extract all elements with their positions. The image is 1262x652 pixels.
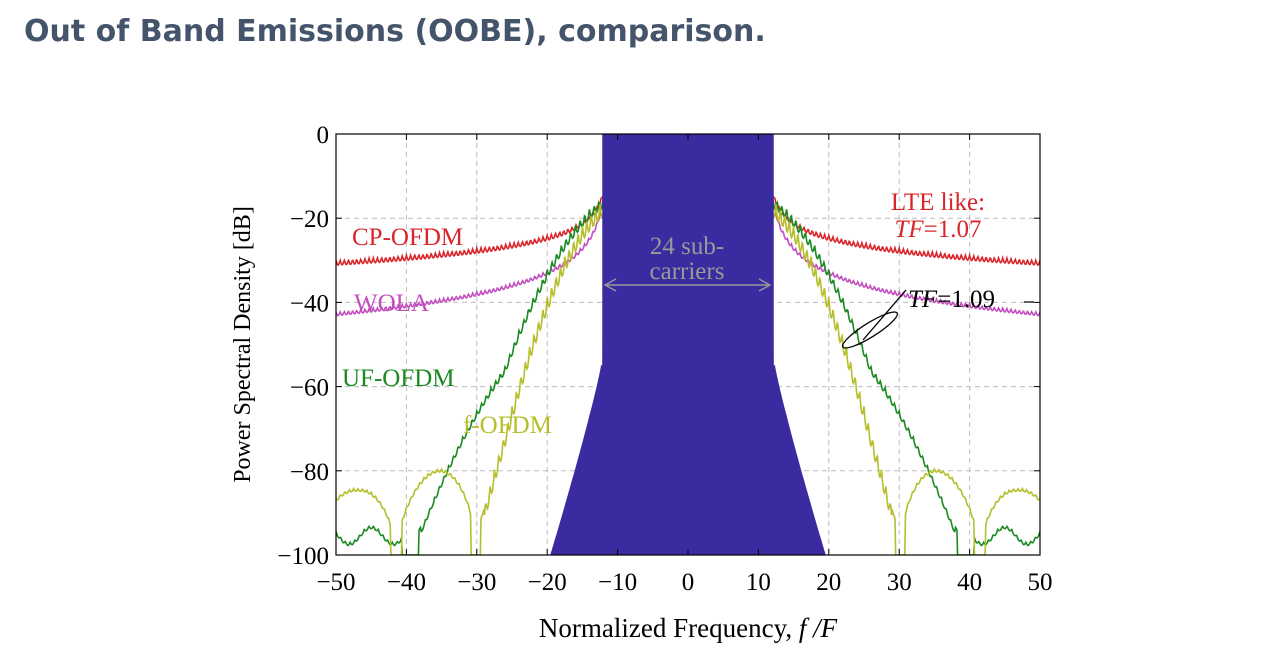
- lte-label: LTE like:: [891, 189, 985, 216]
- slide-title: Out of Band Emissions (OOBE), comparison…: [24, 14, 766, 49]
- subcarriers-arrow: [603, 278, 772, 292]
- subcarriers-label-line2: carriers: [650, 258, 725, 285]
- x-tick-label: 20: [816, 569, 841, 596]
- fbmc-label-line3: TF=1: [659, 465, 715, 492]
- fbmc-tf-value: =1: [688, 465, 715, 492]
- x-tick-label: −50: [316, 569, 355, 596]
- fbmc-label-line2: OQAM: [649, 436, 725, 463]
- y-tick-label: −80: [290, 459, 329, 486]
- annotations: LTE like: TF=1.07 TF=1.09 24 sub- carrie…: [342, 189, 1034, 523]
- axis-ticks: −50 −40 −30 −20 −10 0 10 20 30 40 500−20−40−60−80−…: [277, 122, 1052, 596]
- x-tick-label: 10: [746, 569, 771, 596]
- y-tick-label: −40: [290, 290, 329, 317]
- f-ofdm-curve-left: [336, 204, 605, 555]
- x-axis-label: Normalized Frequency, f /F: [539, 613, 838, 643]
- subcarriers-label-line1: 24 sub-: [650, 233, 724, 260]
- x-tick-label: 50: [1028, 569, 1053, 596]
- f-ofdm-curve-right: [771, 204, 1040, 555]
- uf-ofdm-curve-right: [771, 197, 1040, 555]
- x-tick-label: −20: [528, 569, 567, 596]
- y-tick-label: −100: [277, 543, 329, 570]
- x-tick-label: −10: [598, 569, 637, 596]
- y-tick-label: −20: [290, 206, 329, 233]
- cp-ofdm-curve-left: [336, 193, 605, 267]
- wola-curve-left: [336, 196, 605, 317]
- fbmc-tf-variable: TF: [659, 465, 689, 492]
- tf109-value: =1.09: [937, 286, 995, 313]
- lte-tf-label: TF=1.07: [894, 216, 981, 243]
- tf109-pointer: [841, 289, 1034, 349]
- series-layer: [336, 134, 1040, 555]
- x-tick-label: 0: [682, 569, 695, 596]
- y-tick-label: 0: [317, 122, 330, 149]
- f-ofdm-label: f-OFDM: [463, 412, 552, 439]
- cp-ofdm-label: CP-OFDM: [352, 224, 463, 251]
- lte-tf-value: =1.07: [924, 216, 982, 243]
- uf-ofdm-curve-left: [336, 197, 605, 555]
- y-tick-label: −60: [290, 375, 329, 402]
- tf109-label: TF=1.09: [908, 286, 995, 313]
- x-tick-label: 30: [887, 569, 912, 596]
- fbmc-arrows: [601, 366, 774, 413]
- x-axis-label-text: Normalized Frequency,: [539, 613, 799, 643]
- x-tick-label: 40: [957, 569, 982, 596]
- x-axis-label-variable: f /F: [799, 613, 838, 643]
- fbmc-oqam-area: [550, 134, 826, 555]
- uf-ofdm-label: UF-OFDM: [342, 365, 455, 392]
- cp-ofdm-curve-right: [771, 193, 1040, 267]
- lte-tf-variable: TF: [894, 216, 924, 243]
- y-axis-label: Power Spectral Density [dB]: [230, 206, 256, 483]
- wola-label: WOLA: [354, 290, 429, 317]
- fbmc-label-line4: (complex): [636, 496, 739, 523]
- wola-curve-right: [771, 196, 1040, 317]
- x-tick-label: −40: [387, 569, 426, 596]
- fbmc-label-line1: FBMC: [652, 407, 721, 434]
- x-tick-label: −30: [457, 569, 496, 596]
- tf109-variable: TF: [908, 286, 938, 313]
